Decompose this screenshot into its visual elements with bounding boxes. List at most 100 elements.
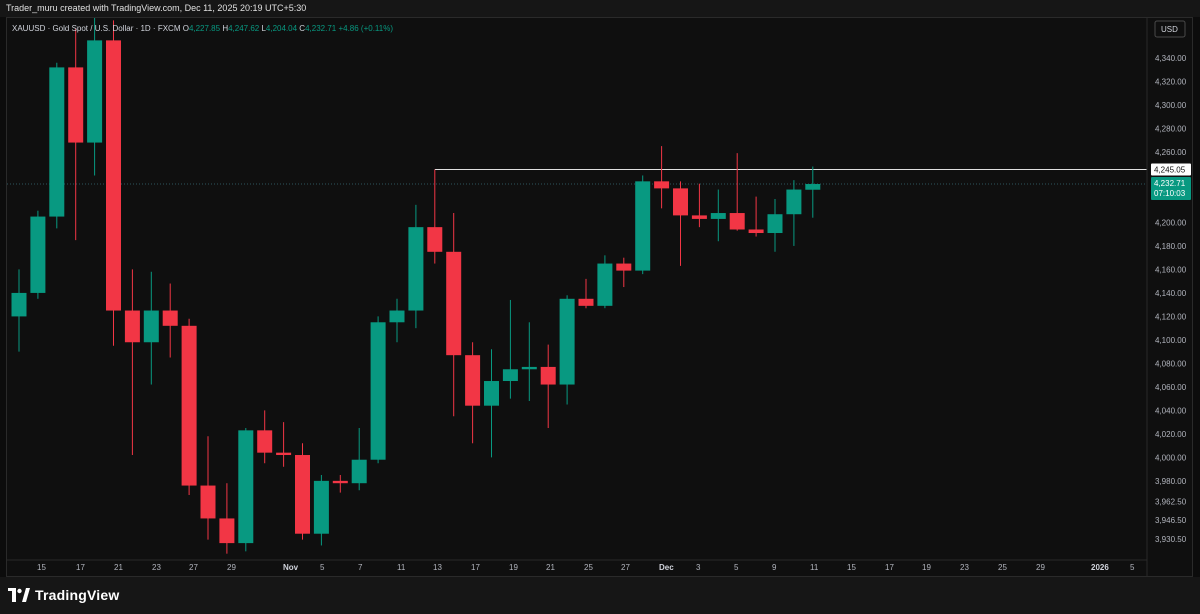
candle-body: [332, 480, 348, 484]
candle[interactable]: [332, 474, 348, 493]
price-tick-label: 4,060.00: [1155, 383, 1187, 392]
candle[interactable]: [654, 146, 670, 209]
candle-body: [578, 298, 594, 306]
time-tick-label: 17: [76, 563, 85, 572]
candle[interactable]: [446, 213, 462, 417]
candle[interactable]: [30, 210, 46, 299]
price-tick-label: 3,962.50: [1155, 497, 1187, 506]
candle[interactable]: [484, 349, 499, 458]
candle-body: [805, 184, 821, 190]
time-tick-label: 27: [189, 563, 198, 572]
time-axis[interactable]: 15 17 21 23 27 29 Nov 5 7 11 13 17 19 21 25 27 Dec 3 5 9 11 1…: [7, 559, 1147, 572]
candle[interactable]: [11, 269, 27, 352]
candle-body: [654, 181, 670, 189]
candle[interactable]: [87, 18, 103, 176]
chart-area[interactable]: 4,340.00 4,320.00 4,300.00 4,280.00 4,260.00…: [6, 17, 1194, 578]
candle-body: [351, 459, 367, 484]
price-tick-label: 4,200.00: [1155, 218, 1187, 227]
candle[interactable]: [200, 436, 216, 540]
candle[interactable]: [351, 427, 367, 491]
candle[interactable]: [465, 342, 481, 444]
price-axis[interactable]: 4,340.00 4,320.00 4,300.00 4,280.00 4,260.00…: [1146, 18, 1187, 578]
time-tick-label: 29: [1036, 563, 1045, 572]
candle[interactable]: [162, 283, 178, 358]
time-tick-label: 23: [152, 563, 161, 572]
candle[interactable]: [106, 20, 121, 346]
candle-body: [540, 366, 556, 385]
candle[interactable]: [68, 28, 84, 241]
price-tick-label: 4,100.00: [1155, 336, 1187, 345]
level-price-label: 4,245.05: [1154, 166, 1186, 175]
candle[interactable]: [691, 183, 707, 228]
candle-body: [87, 40, 103, 143]
candle-body: [181, 325, 197, 486]
attribution-text: Trader_muru created with TradingView.com…: [6, 3, 307, 13]
candle[interactable]: [616, 257, 632, 288]
last-price-label: 4,232.71: [1154, 179, 1186, 188]
candle[interactable]: [635, 175, 651, 275]
candle[interactable]: [295, 443, 310, 540]
time-tick-label: 29: [227, 563, 236, 572]
time-tick-label: 17: [471, 563, 480, 572]
time-tick-label: 21: [114, 563, 123, 572]
candle[interactable]: [238, 427, 254, 552]
candle[interactable]: [276, 422, 292, 467]
candle-body: [295, 455, 310, 534]
time-tick-label: Nov: [283, 563, 299, 572]
candle[interactable]: [597, 255, 613, 309]
time-tick-label: 23: [960, 563, 969, 572]
candle[interactable]: [313, 474, 329, 546]
candle[interactable]: [786, 180, 802, 246]
candle-body: [30, 216, 46, 293]
tradingview-logo[interactable]: TradingView: [8, 585, 119, 605]
candle[interactable]: [427, 169, 443, 264]
candle-body: [257, 430, 273, 453]
candle-body: [673, 188, 688, 216]
candle[interactable]: [124, 269, 140, 456]
time-tick-label: 19: [922, 563, 931, 572]
candle[interactable]: [502, 299, 518, 399]
candle-body: [767, 214, 783, 234]
candle[interactable]: [257, 410, 273, 464]
candle-body: [635, 181, 651, 271]
candle[interactable]: [578, 278, 594, 309]
time-tick-label: 21: [546, 563, 555, 572]
candle[interactable]: [540, 344, 556, 428]
candle[interactable]: [748, 196, 764, 237]
candle[interactable]: [729, 153, 745, 231]
candle-body: [276, 452, 292, 456]
candle[interactable]: [673, 181, 688, 266]
candle[interactable]: [389, 298, 405, 343]
level-line-layer: [7, 169, 1147, 185]
price-tick-label: 4,040.00: [1155, 406, 1187, 415]
time-tick-label: 2026: [1091, 563, 1109, 572]
candle-body: [748, 229, 764, 234]
candle[interactable]: [143, 271, 159, 385]
candle-body: [691, 215, 707, 219]
candle[interactable]: [710, 189, 726, 242]
candle-body: [597, 263, 613, 306]
candle[interactable]: [767, 198, 783, 252]
time-tick-label: 13: [433, 563, 442, 572]
price-tick-label: 3,930.50: [1155, 535, 1187, 544]
candle[interactable]: [559, 295, 575, 405]
candle-body: [68, 67, 84, 143]
candle-body: [200, 485, 216, 519]
candle-body: [616, 263, 632, 271]
currency-button[interactable]: [1154, 20, 1186, 38]
candle-body: [465, 355, 481, 406]
candle-body: [786, 189, 802, 215]
candle[interactable]: [49, 62, 65, 229]
candlestick-chart[interactable]: 4,340.00 4,320.00 4,300.00 4,280.00 4,260.00…: [7, 18, 1194, 578]
time-tick-label: 11: [810, 563, 819, 572]
candle[interactable]: [521, 322, 537, 401]
candle[interactable]: [370, 316, 386, 464]
candle[interactable]: [219, 483, 235, 554]
candle[interactable]: [181, 318, 197, 495]
price-tick-label: 4,160.00: [1155, 265, 1187, 274]
candle[interactable]: [408, 204, 424, 329]
candle-body: [124, 310, 140, 343]
candle-body: [408, 227, 424, 311]
candle[interactable]: [805, 166, 821, 218]
